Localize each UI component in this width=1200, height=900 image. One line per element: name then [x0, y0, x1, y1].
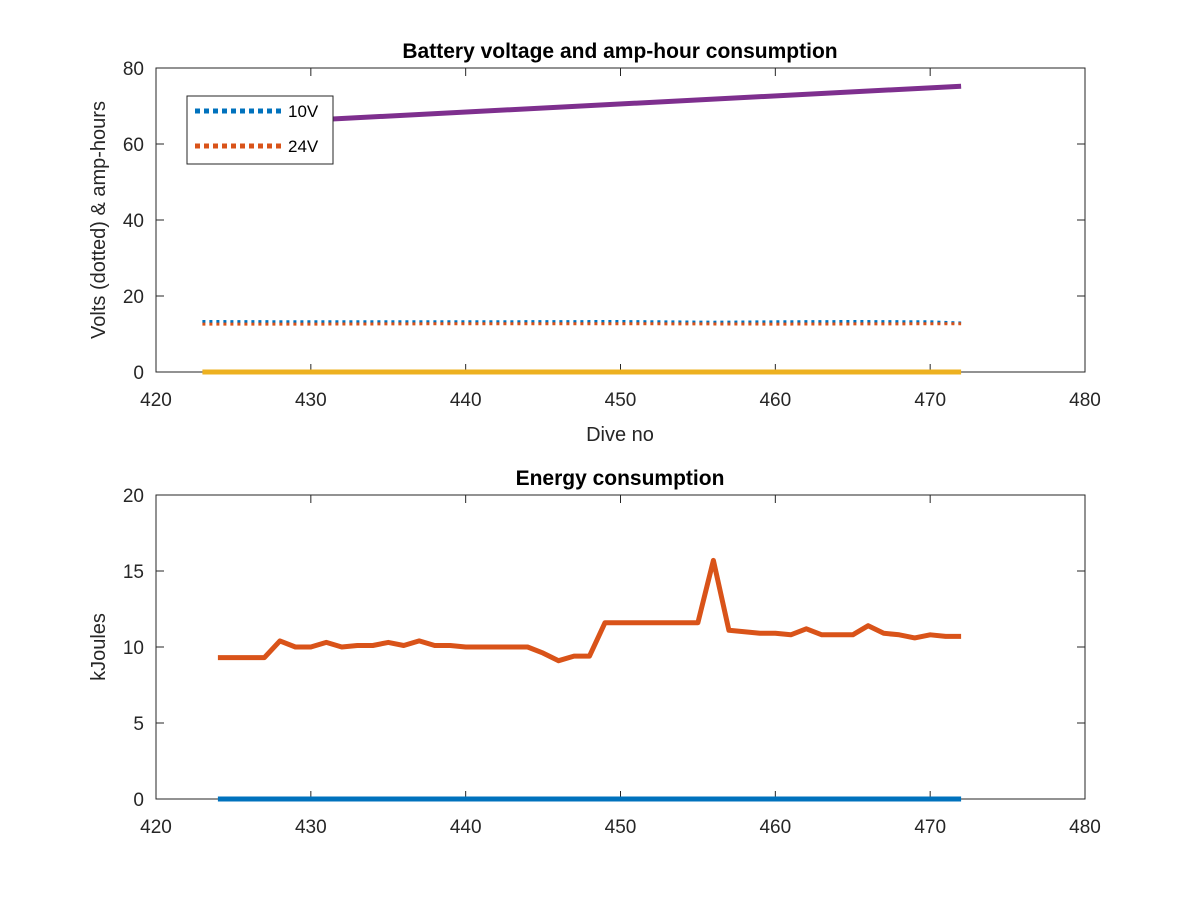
x-tick-label: 460	[759, 817, 791, 838]
y-tick-label: 15	[123, 562, 144, 583]
y-tick-label: 10	[123, 638, 144, 659]
voltage-axes: Battery voltage and amp-hour consumption…	[88, 40, 1101, 446]
x-tick-label: 430	[295, 390, 327, 411]
x-tick-label: 430	[295, 817, 327, 838]
series-line-0	[202, 320, 962, 325]
x-tick-label: 450	[605, 817, 637, 838]
y-tick-label: 20	[123, 287, 144, 308]
legend-10v-label: 10V	[288, 102, 319, 121]
energy-y-axis-label: kJoules	[88, 613, 110, 681]
y-tick-label: 0	[133, 790, 144, 811]
legend-24v-label: 24V	[288, 137, 319, 156]
x-tick-label: 420	[140, 390, 172, 411]
voltage-x-axis-label: Dive no	[586, 424, 654, 446]
x-tick-label: 450	[605, 390, 637, 411]
x-tick-label: 420	[140, 817, 172, 838]
y-tick-label: 20	[123, 486, 144, 507]
energy-axes: Energy consumption kJoules 420 430 440 450 4…	[88, 467, 1101, 838]
x-tick-label: 470	[914, 817, 946, 838]
energy-plot-area: 420 430 440 450 460 470 480 0 5 10 15 20	[123, 486, 1101, 838]
x-tick-label: 470	[914, 390, 946, 411]
y-tick-label: 40	[123, 211, 144, 232]
x-tick-label: 440	[450, 817, 482, 838]
voltage-y-axis-label: Volts (dotted) & amp-hours	[88, 101, 110, 339]
series-line-1	[217, 557, 962, 664]
voltage-legend: 10V 24V	[186, 95, 334, 165]
y-tick-label: 60	[123, 135, 144, 156]
x-tick-label: 440	[450, 390, 482, 411]
y-tick-label: 0	[133, 363, 144, 384]
x-tick-label: 480	[1069, 390, 1101, 411]
legend-box	[186, 95, 334, 165]
energy-chart-title: Energy consumption	[516, 467, 725, 490]
voltage-chart-title: Battery voltage and amp-hour consumption	[402, 40, 837, 63]
x-tick-label: 480	[1069, 817, 1101, 838]
voltage-plot-area: 420 430 440 450 460 470 480 0 20 40 60 80	[123, 59, 1101, 411]
y-tick-label: 5	[133, 714, 144, 735]
x-tick-label: 460	[759, 390, 791, 411]
y-tick-label: 80	[123, 59, 144, 80]
